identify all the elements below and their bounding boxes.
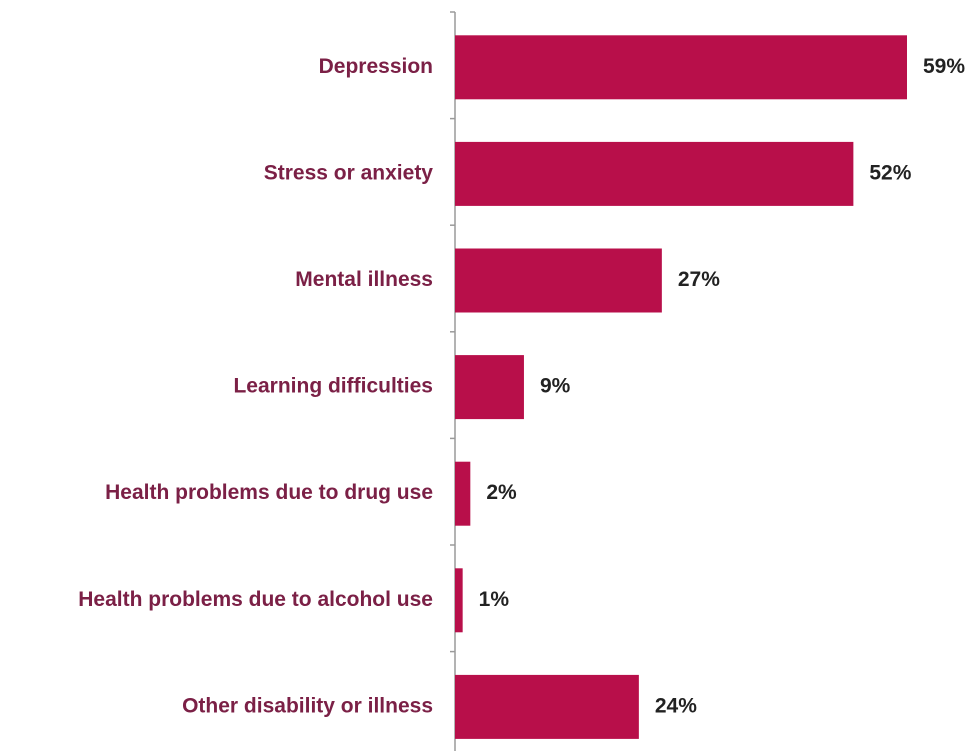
bar [455, 461, 471, 526]
category-label: Other disability or illness [182, 694, 433, 717]
category-labels: Depression Stress or anxiety Mental illnes… [78, 55, 433, 718]
value-label: 24% [655, 694, 697, 717]
category-label: Health problems due to alcohol use [78, 588, 433, 611]
category-label: Mental illness [295, 268, 433, 291]
value-label: 1% [479, 588, 510, 611]
value-labels: 59% 52% 27% 9% 2% 1% 24% [479, 55, 966, 718]
bar [455, 141, 854, 206]
value-label: 27% [678, 268, 720, 291]
value-label: 52% [869, 161, 911, 184]
y-axis-ticks [450, 11, 455, 653]
value-label: 59% [923, 55, 965, 78]
category-label: Stress or anxiety [264, 161, 434, 184]
bar [455, 248, 662, 313]
bar [455, 35, 907, 100]
bar [455, 568, 463, 633]
bar [455, 674, 639, 739]
category-label: Learning difficulties [233, 375, 433, 398]
value-label: 9% [540, 375, 571, 398]
value-label: 2% [486, 481, 517, 504]
category-label: Health problems due to drug use [105, 481, 433, 504]
bar [455, 355, 524, 420]
bars-group [455, 35, 907, 739]
category-label: Depression [319, 55, 433, 78]
